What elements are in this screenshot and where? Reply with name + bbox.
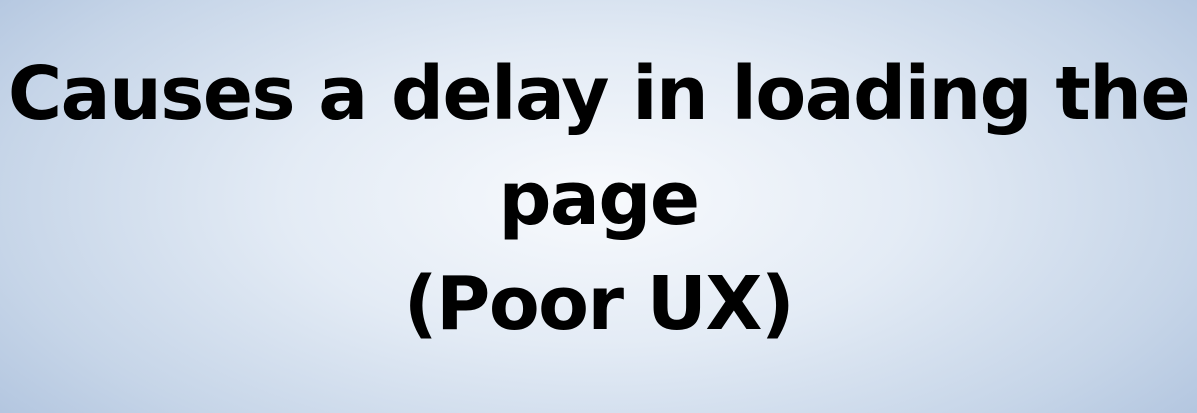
headline-line-3: (Poor UX): [403, 261, 795, 347]
headline-line-1: Causes a delay in loading the: [7, 51, 1191, 137]
headline-line-2: page: [498, 156, 700, 242]
slide-headline: Causes a delay in loading the page (Poor…: [0, 42, 1197, 357]
